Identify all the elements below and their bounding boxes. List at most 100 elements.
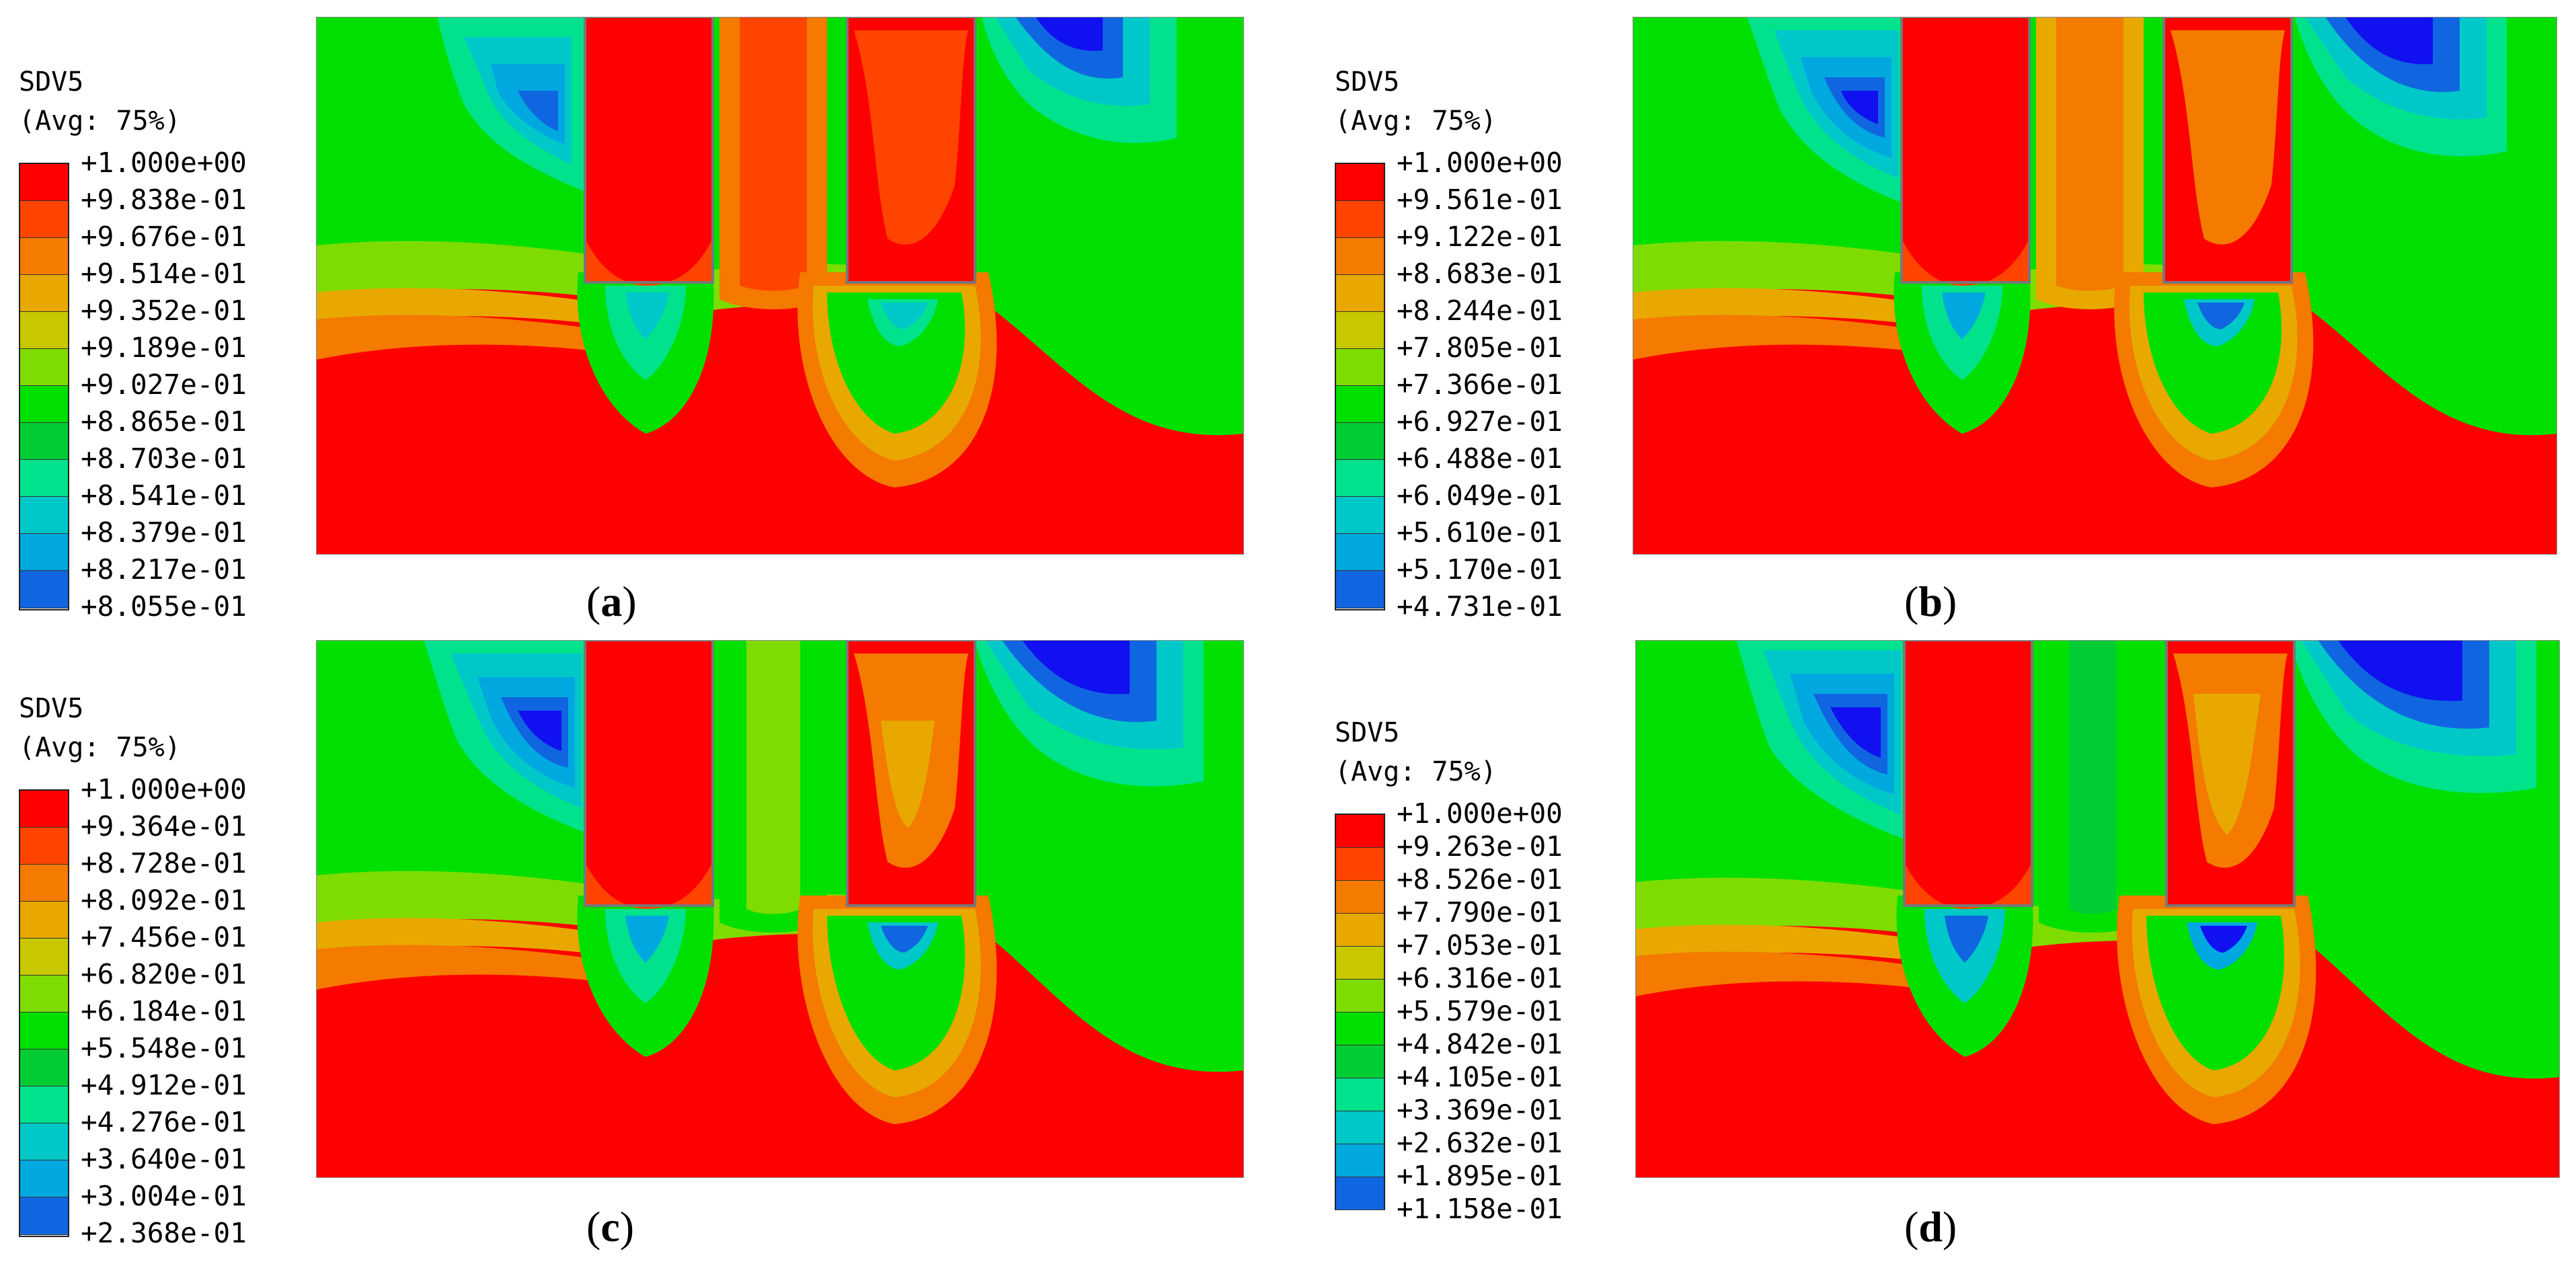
legend-value: +9.514e-01	[81, 257, 247, 290]
legend-value: +7.790e-01	[1397, 896, 1563, 928]
legend-swatch	[20, 902, 68, 939]
caption-b: (b)	[1904, 578, 1957, 625]
contour-plot-c	[316, 640, 1244, 1178]
legend-swatch	[1336, 848, 1384, 881]
legend-value: +9.263e-01	[1397, 830, 1563, 863]
legend-value: +3.640e-01	[81, 1143, 247, 1175]
legend-variable: SDV5	[19, 67, 84, 97]
legend-averaging: (Avg: 75%)	[19, 106, 181, 136]
legend-value: +5.548e-01	[81, 1032, 247, 1064]
legend-value: +4.912e-01	[81, 1069, 247, 1101]
legend-swatch	[1336, 201, 1384, 238]
legend-swatch	[1336, 881, 1384, 914]
legend-value: +1.895e-01	[1397, 1160, 1563, 1192]
legend-value: +8.865e-01	[81, 405, 247, 438]
legend-variable: SDV5	[19, 693, 84, 724]
legend-value: +1.000e+00	[1397, 147, 1563, 179]
legend-swatch	[1336, 1013, 1384, 1045]
legend-value: +6.820e-01	[81, 958, 247, 990]
legend-value: +9.676e-01	[81, 221, 247, 253]
legend-swatch	[1336, 571, 1384, 608]
legend-value: +8.526e-01	[1397, 863, 1563, 896]
legend-swatch	[1336, 164, 1384, 201]
legend-swatch	[1336, 947, 1384, 980]
legend-value: +3.004e-01	[81, 1180, 247, 1212]
legend-swatch	[1336, 1078, 1384, 1111]
legend-value: +9.122e-01	[1397, 221, 1563, 253]
legend-value: +4.276e-01	[81, 1106, 247, 1138]
legend-value: +8.092e-01	[81, 884, 247, 916]
legend-value: +8.217e-01	[81, 553, 247, 586]
legend-c: SDV5 (Avg: 75%) +1.000e+00 +9.364e-01 +8…	[19, 693, 321, 1249]
legend-value: +9.364e-01	[81, 810, 247, 842]
legend-colorbar	[19, 789, 69, 1237]
legend-swatch	[20, 423, 68, 460]
legend-swatch	[1336, 980, 1384, 1013]
legend-value: +8.244e-01	[1397, 294, 1563, 327]
legend-swatch	[1336, 312, 1384, 349]
legend-swatch	[20, 238, 68, 275]
contour-plot-d	[1635, 640, 2560, 1178]
legend-swatch	[20, 275, 68, 312]
legend-d: SDV5 (Avg: 75%) +1.000e+00 +9.263e-01 +8…	[1335, 717, 1637, 1224]
legend-swatch	[20, 349, 68, 386]
contour-plot-b	[1633, 17, 2557, 555]
legend-averaging: (Avg: 75%)	[1335, 106, 1497, 136]
legend-variable: SDV5	[1335, 717, 1400, 748]
legend-colorbar	[1335, 814, 1385, 1210]
legend-swatch	[20, 1160, 68, 1197]
legend-value: +9.027e-01	[81, 368, 247, 401]
legend-swatch	[1336, 914, 1384, 947]
legend-value: +8.541e-01	[81, 479, 247, 512]
legend-swatch	[20, 791, 68, 828]
legend-averaging: (Avg: 75%)	[19, 732, 181, 763]
legend-swatch	[20, 201, 68, 238]
legend-swatch	[20, 939, 68, 976]
legend-swatch	[20, 865, 68, 902]
legend-value: +5.579e-01	[1397, 995, 1563, 1027]
legend-swatch	[1336, 534, 1384, 571]
caption-d: (d)	[1904, 1203, 1957, 1251]
legend-swatch	[20, 1123, 68, 1160]
legend-swatch	[20, 312, 68, 349]
legend-swatch	[1336, 1144, 1384, 1177]
legend-swatch	[20, 571, 68, 608]
legend-value: +9.352e-01	[81, 294, 247, 327]
contour-plot-a	[316, 17, 1244, 555]
legend-value: +4.731e-01	[1397, 590, 1563, 623]
legend-value: +6.049e-01	[1397, 479, 1563, 512]
legend-value: +5.610e-01	[1397, 516, 1563, 549]
legend-swatch	[1336, 1177, 1384, 1210]
legend-value: +9.561e-01	[1397, 184, 1563, 216]
legend-swatch	[20, 976, 68, 1013]
legend-swatch	[1336, 349, 1384, 386]
legend-swatch	[1336, 423, 1384, 460]
legend-swatch	[20, 460, 68, 497]
legend-swatch	[20, 534, 68, 571]
legend-swatch	[1336, 460, 1384, 497]
legend-value: +8.683e-01	[1397, 257, 1563, 290]
legend-value: +4.842e-01	[1397, 1028, 1563, 1060]
legend-value: +6.488e-01	[1397, 442, 1563, 475]
legend-value: +2.368e-01	[81, 1217, 247, 1249]
legend-value: +8.055e-01	[81, 590, 247, 623]
legend-value: +5.170e-01	[1397, 553, 1563, 586]
legend-value: +1.000e+00	[81, 147, 247, 179]
legend-swatch	[1336, 386, 1384, 423]
legend-value: +8.379e-01	[81, 516, 247, 549]
legend-b: SDV5 (Avg: 75%) +1.000e+00 +9.561e-01 +9…	[1335, 67, 1637, 622]
legend-swatch	[1336, 275, 1384, 312]
legend-swatch	[1336, 1045, 1384, 1078]
legend-value: +6.184e-01	[81, 995, 247, 1027]
legend-swatch	[20, 497, 68, 534]
legend-swatch	[1336, 815, 1384, 848]
legend-value: +7.805e-01	[1397, 331, 1563, 364]
legend-value: +1.000e+00	[1397, 797, 1563, 830]
legend-swatch	[20, 828, 68, 865]
legend-value: +9.189e-01	[81, 331, 247, 364]
legend-swatch	[20, 164, 68, 201]
legend-swatch	[1336, 497, 1384, 534]
legend-variable: SDV5	[1335, 67, 1400, 97]
legend-value: +4.105e-01	[1397, 1061, 1563, 1093]
legend-value: +9.838e-01	[81, 184, 247, 216]
